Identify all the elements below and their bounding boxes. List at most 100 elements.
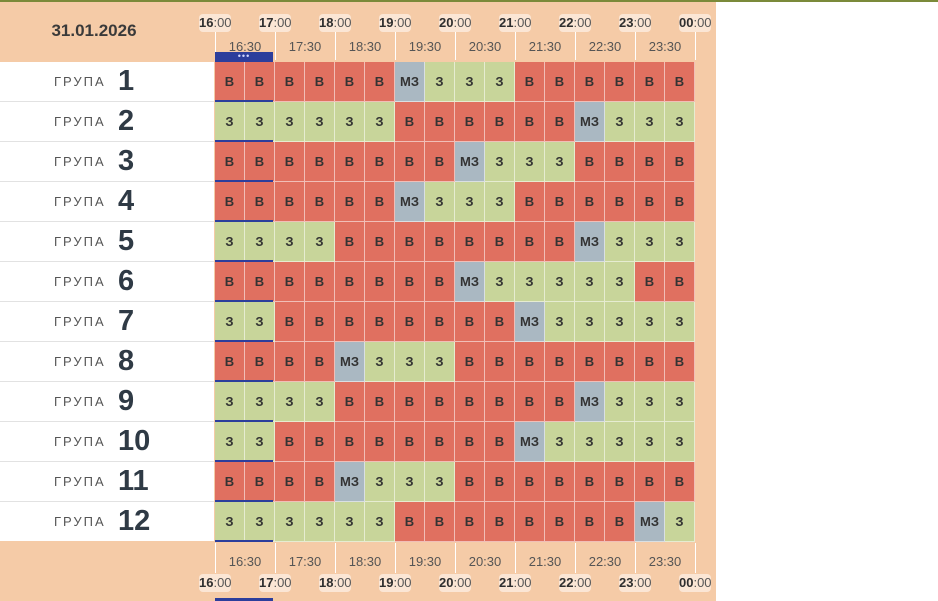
schedule-slot[interactable]: З [305, 222, 335, 262]
schedule-slot[interactable]: В [245, 462, 275, 502]
schedule-slot[interactable]: В [335, 302, 365, 342]
schedule-slot[interactable]: З [245, 222, 275, 262]
schedule-slot[interactable]: З [635, 382, 665, 422]
schedule-slot[interactable]: В [365, 142, 395, 182]
schedule-slot[interactable]: В [365, 262, 395, 302]
schedule-slot[interactable]: В [305, 342, 335, 382]
schedule-slot[interactable]: МЗ [455, 142, 485, 182]
group-row-label[interactable]: ГРУПА 8 [0, 342, 214, 382]
schedule-slot[interactable]: В [395, 422, 425, 462]
group-row-label[interactable]: ГРУПА 10 [0, 422, 214, 462]
schedule-slot[interactable]: В [245, 142, 275, 182]
schedule-slot[interactable]: З [365, 462, 395, 502]
schedule-slot[interactable]: З [425, 342, 455, 382]
schedule-slot[interactable]: З [485, 262, 515, 302]
schedule-slot[interactable]: В [215, 342, 245, 382]
schedule-slot[interactable]: В [425, 382, 455, 422]
schedule-slot[interactable]: З [245, 302, 275, 342]
schedule-slot[interactable]: В [455, 462, 485, 502]
schedule-slot[interactable]: В [605, 462, 635, 502]
schedule-slot[interactable]: В [485, 422, 515, 462]
schedule-slot[interactable]: В [605, 182, 635, 222]
schedule-slot[interactable]: В [275, 462, 305, 502]
group-row-label[interactable]: ГРУПА 11 [0, 462, 214, 502]
schedule-slot[interactable]: В [335, 382, 365, 422]
schedule-slot[interactable]: В [485, 462, 515, 502]
schedule-slot[interactable]: МЗ [395, 62, 425, 102]
schedule-slot[interactable]: В [215, 262, 245, 302]
schedule-slot[interactable]: В [515, 342, 545, 382]
schedule-slot[interactable]: З [305, 502, 335, 542]
schedule-slot[interactable]: З [245, 422, 275, 462]
schedule-slot[interactable]: В [365, 382, 395, 422]
schedule-slot[interactable]: В [665, 62, 695, 102]
schedule-slot[interactable]: В [365, 182, 395, 222]
schedule-slot[interactable]: В [665, 462, 695, 502]
schedule-slot[interactable]: В [485, 502, 515, 542]
schedule-slot[interactable]: В [395, 142, 425, 182]
schedule-slot[interactable]: В [515, 62, 545, 102]
schedule-slot[interactable]: З [635, 102, 665, 142]
schedule-slot[interactable]: В [635, 182, 665, 222]
schedule-slot[interactable]: В [545, 342, 575, 382]
schedule-slot[interactable]: З [545, 302, 575, 342]
schedule-slot[interactable]: В [515, 182, 545, 222]
schedule-slot[interactable]: З [215, 102, 245, 142]
schedule-slot[interactable]: В [605, 62, 635, 102]
schedule-slot[interactable]: В [395, 382, 425, 422]
schedule-slot[interactable]: В [635, 342, 665, 382]
schedule-slot[interactable]: В [485, 222, 515, 262]
schedule-slot[interactable]: З [605, 302, 635, 342]
schedule-slot[interactable]: МЗ [575, 222, 605, 262]
schedule-slot[interactable]: В [395, 222, 425, 262]
schedule-slot[interactable]: З [275, 382, 305, 422]
schedule-slot[interactable]: МЗ [515, 302, 545, 342]
schedule-slot[interactable]: З [485, 182, 515, 222]
schedule-slot[interactable]: З [245, 502, 275, 542]
group-row-label[interactable]: ГРУПА 4 [0, 182, 214, 222]
schedule-slot[interactable]: В [275, 302, 305, 342]
schedule-slot[interactable]: З [215, 222, 245, 262]
group-row-label[interactable]: ГРУПА 5 [0, 222, 214, 262]
schedule-slot[interactable]: В [335, 222, 365, 262]
schedule-slot[interactable]: В [575, 342, 605, 382]
group-row-label[interactable]: ГРУПА 9 [0, 382, 214, 422]
schedule-slot[interactable]: З [395, 342, 425, 382]
schedule-slot[interactable]: З [605, 262, 635, 302]
schedule-slot[interactable]: В [605, 342, 635, 382]
schedule-slot[interactable]: В [575, 502, 605, 542]
schedule-slot[interactable]: З [335, 102, 365, 142]
schedule-slot[interactable]: МЗ [635, 502, 665, 542]
schedule-slot[interactable]: З [635, 302, 665, 342]
schedule-slot[interactable]: З [215, 302, 245, 342]
schedule-slot[interactable]: В [365, 302, 395, 342]
schedule-slot[interactable]: В [365, 222, 395, 262]
schedule-slot[interactable]: В [515, 462, 545, 502]
schedule-slot[interactable]: В [245, 182, 275, 222]
schedule-slot[interactable]: В [305, 262, 335, 302]
schedule-slot[interactable]: З [485, 142, 515, 182]
schedule-slot[interactable]: В [215, 142, 245, 182]
schedule-slot[interactable]: З [425, 182, 455, 222]
schedule-slot[interactable]: В [485, 302, 515, 342]
schedule-slot[interactable]: В [275, 422, 305, 462]
schedule-slot[interactable]: З [425, 462, 455, 502]
schedule-slot[interactable]: В [425, 302, 455, 342]
schedule-slot[interactable]: В [635, 142, 665, 182]
schedule-slot[interactable]: В [665, 182, 695, 222]
schedule-slot[interactable]: З [245, 382, 275, 422]
schedule-slot[interactable]: З [365, 502, 395, 542]
schedule-slot[interactable]: В [305, 462, 335, 502]
schedule-slot[interactable]: З [575, 262, 605, 302]
schedule-slot[interactable]: В [275, 142, 305, 182]
schedule-slot[interactable]: В [425, 102, 455, 142]
schedule-slot[interactable]: В [305, 182, 335, 222]
schedule-slot[interactable]: З [275, 102, 305, 142]
schedule-slot[interactable]: В [275, 262, 305, 302]
group-row-label[interactable]: ГРУПА 3 [0, 142, 214, 182]
schedule-slot[interactable]: В [485, 382, 515, 422]
schedule-slot[interactable]: З [575, 302, 605, 342]
schedule-slot[interactable]: З [575, 422, 605, 462]
schedule-slot[interactable]: В [635, 462, 665, 502]
schedule-slot[interactable]: З [515, 262, 545, 302]
